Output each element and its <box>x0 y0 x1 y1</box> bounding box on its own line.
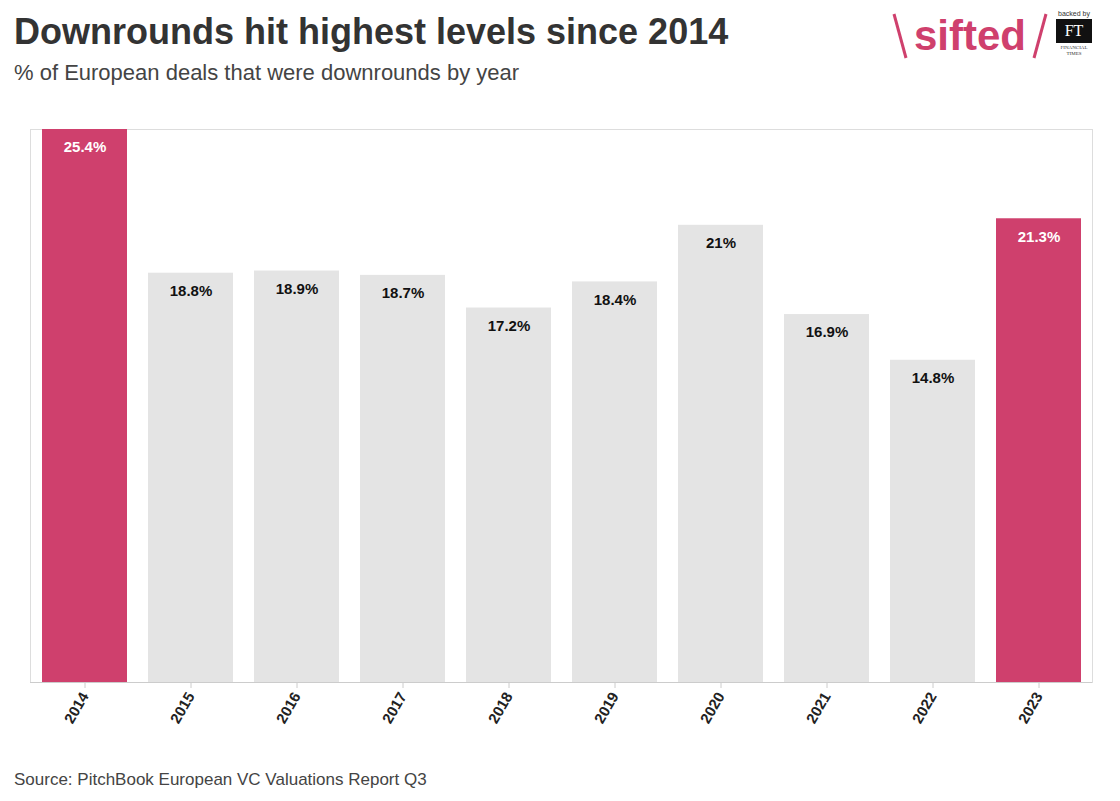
svg-text:2020: 2020 <box>696 689 727 726</box>
svg-text:2018: 2018 <box>484 689 515 726</box>
svg-text:18.8%: 18.8% <box>170 282 213 299</box>
svg-text:2015: 2015 <box>166 689 197 726</box>
html-text:FINANCIAL TIMES: FINANCIAL TIMES <box>1060 45 1088 56</box>
html-text:Downrounds hit highest levels: Downrounds hit highest levels since 2014 <box>14 11 729 52</box>
svg-text:18.9%: 18.9% <box>276 280 319 297</box>
svg-text:2023: 2023 <box>1014 689 1045 726</box>
svg-text:21.3%: 21.3% <box>1018 228 1061 245</box>
svg-text:14.8%: 14.8% <box>912 369 955 386</box>
html-text:Source: PitchBook European VC: Source: PitchBook European VC Valuations… <box>14 770 427 789</box>
svg-text:2022: 2022 <box>908 689 939 726</box>
svg-text:18.4%: 18.4% <box>594 291 637 308</box>
svg-text:21%: 21% <box>706 234 736 251</box>
svg-text:2019: 2019 <box>590 689 621 726</box>
svg-text:2017: 2017 <box>378 689 409 726</box>
svg-text:25.4%: 25.4% <box>64 138 107 155</box>
html-text:backed by: backed by <box>1058 10 1090 17</box>
html-text:sifted: sifted <box>914 12 1026 59</box>
html-text:FT: FT <box>1064 22 1084 39</box>
svg-text:2021: 2021 <box>802 689 833 726</box>
svg-text:2016: 2016 <box>272 689 303 726</box>
html-text:% of European deals that were: % of European deals that were downrounds… <box>14 60 520 85</box>
svg-text:17.2%: 17.2% <box>488 317 531 334</box>
svg-text:18.7%: 18.7% <box>382 284 425 301</box>
svg-text:16.9%: 16.9% <box>806 323 849 340</box>
svg-text:2014: 2014 <box>60 688 92 726</box>
